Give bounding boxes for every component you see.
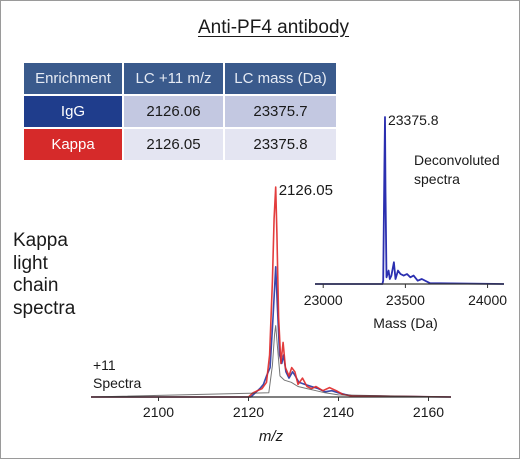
corner-label-line: Spectra [93, 375, 141, 391]
x-axis-label: Mass (Da) [373, 315, 438, 331]
enrichment-table: Enrichment LC +11 m/z LC mass (Da) IgG 2… [22, 61, 338, 162]
peak-annotation-label: 23375.8 [388, 112, 439, 128]
x-tick-label: 2160 [413, 404, 444, 420]
deconvoluted-spectrum-chart: 23000 23500 24000 Mass (Da) 23375.8 Deconvolu… [304, 112, 507, 331]
header-lc-mz: LC +11 m/z [124, 63, 223, 94]
side-label-line: Kappa [13, 230, 68, 251]
header-lc-mass: LC mass (Da) [225, 63, 336, 94]
table-row: IgG 2126.06 23375.7 [24, 96, 336, 127]
side-label: Kappa light chain spectra [13, 230, 75, 320]
table-row: Kappa 2126.05 23375.8 [24, 129, 336, 160]
cell-igg-mz: 2126.06 [124, 96, 223, 127]
cell-igg-mass: 23375.7 [225, 96, 336, 127]
series-deconvoluted-line [315, 116, 505, 285]
series-kappa-line [91, 186, 452, 398]
x-tick-label: 23000 [304, 292, 343, 308]
x-tick-label: 24000 [468, 292, 507, 308]
peak-annotation-label: 2126.05 [279, 182, 333, 199]
table-header-row: Enrichment LC +11 m/z LC mass (Da) [24, 63, 336, 94]
row-label-kappa: Kappa [24, 129, 122, 160]
side-label-line: spectra [13, 297, 76, 319]
cell-kappa-mass: 23375.8 [225, 129, 336, 160]
side-label-line: chain [13, 275, 59, 296]
series-other-line [90, 325, 452, 398]
x-tick-label: 2100 [143, 404, 174, 420]
row-label-igg: IgG [24, 96, 122, 127]
x-axis-label: m/z [259, 428, 284, 445]
x-tick-label: 23500 [386, 292, 425, 308]
mz-spectrum-chart: 2100 2120 2140 2160 m/z 2126.05 +11 Spectra [90, 182, 452, 445]
header-enrichment: Enrichment [24, 63, 122, 94]
side-label-line: light [13, 252, 48, 274]
x-tick-label: 2120 [233, 404, 264, 420]
figure-title: Anti-PF4 antibody [197, 17, 350, 38]
corner-label-line: +11 [93, 357, 116, 373]
x-tick-label: 2140 [323, 404, 354, 420]
cell-kappa-mz: 2126.05 [124, 129, 223, 160]
inset-title-line: spectra [414, 171, 460, 187]
inset-title-line: Deconvoluted [414, 152, 500, 168]
